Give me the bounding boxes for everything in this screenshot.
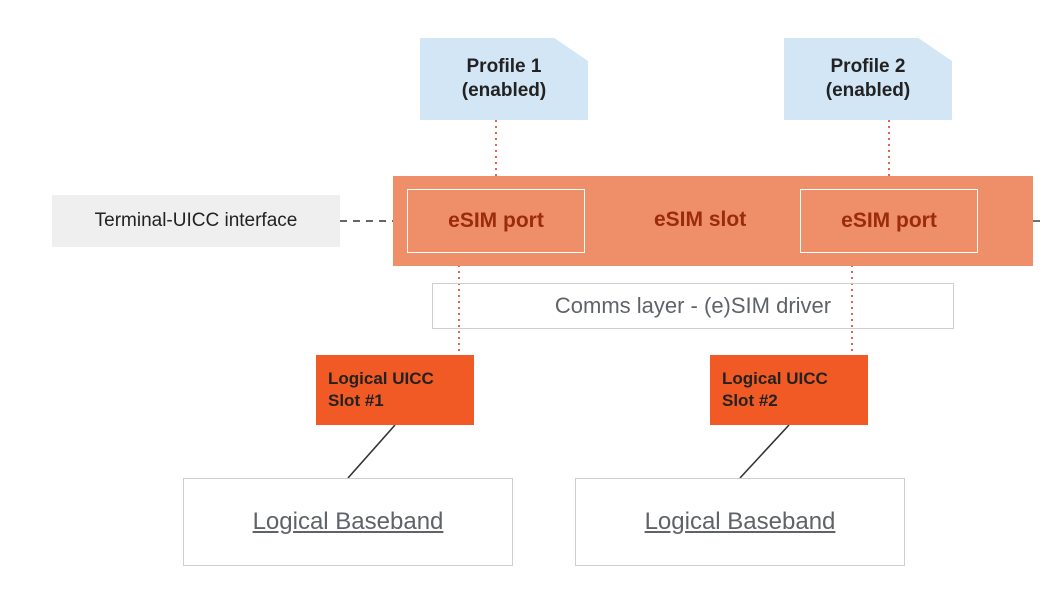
diagram-stage: Profile 1 (enabled) Profile 2 (enabled) … [0, 0, 1045, 595]
terminal-uicc-interface-box: Terminal-UICC interface [52, 195, 340, 247]
baseband-2-label: Logical Baseband [645, 508, 836, 536]
profile-1-title: Profile 1 [467, 56, 542, 77]
profile-2-title: Profile 2 [831, 56, 906, 77]
esim-port-2: eSIM port [800, 189, 978, 253]
comms-layer-box: Comms layer - (e)SIM driver [432, 283, 954, 329]
logical-uicc-slot-1: Logical UICC Slot #1 [316, 355, 474, 425]
profile-1-box: Profile 1 (enabled) [420, 38, 588, 120]
terminal-label: Terminal-UICC interface [95, 210, 298, 232]
logical-baseband-1: Logical Baseband [183, 478, 513, 566]
connector-uicc1_to_bb [348, 425, 395, 478]
comms-label: Comms layer - (e)SIM driver [555, 293, 831, 319]
uicc-1-line1: Logical UICC [328, 369, 434, 388]
logical-baseband-2: Logical Baseband [575, 478, 905, 566]
profile-1-status: (enabled) [462, 80, 546, 101]
connector-uicc2_to_bb [740, 425, 789, 478]
esim-port-1: eSIM port [407, 189, 585, 253]
uicc-2-line1: Logical UICC [722, 369, 828, 388]
uicc-1-line2: Slot #1 [328, 391, 384, 410]
uicc-2-line2: Slot #2 [722, 391, 778, 410]
logical-uicc-slot-2: Logical UICC Slot #2 [710, 355, 868, 425]
esim-port-2-label: eSIM port [841, 209, 937, 233]
esim-slot-label: eSIM slot [654, 208, 746, 232]
esim-port-1-label: eSIM port [448, 209, 544, 233]
profile-2-box: Profile 2 (enabled) [784, 38, 952, 120]
profile-2-status: (enabled) [826, 80, 910, 101]
baseband-1-label: Logical Baseband [253, 508, 444, 536]
